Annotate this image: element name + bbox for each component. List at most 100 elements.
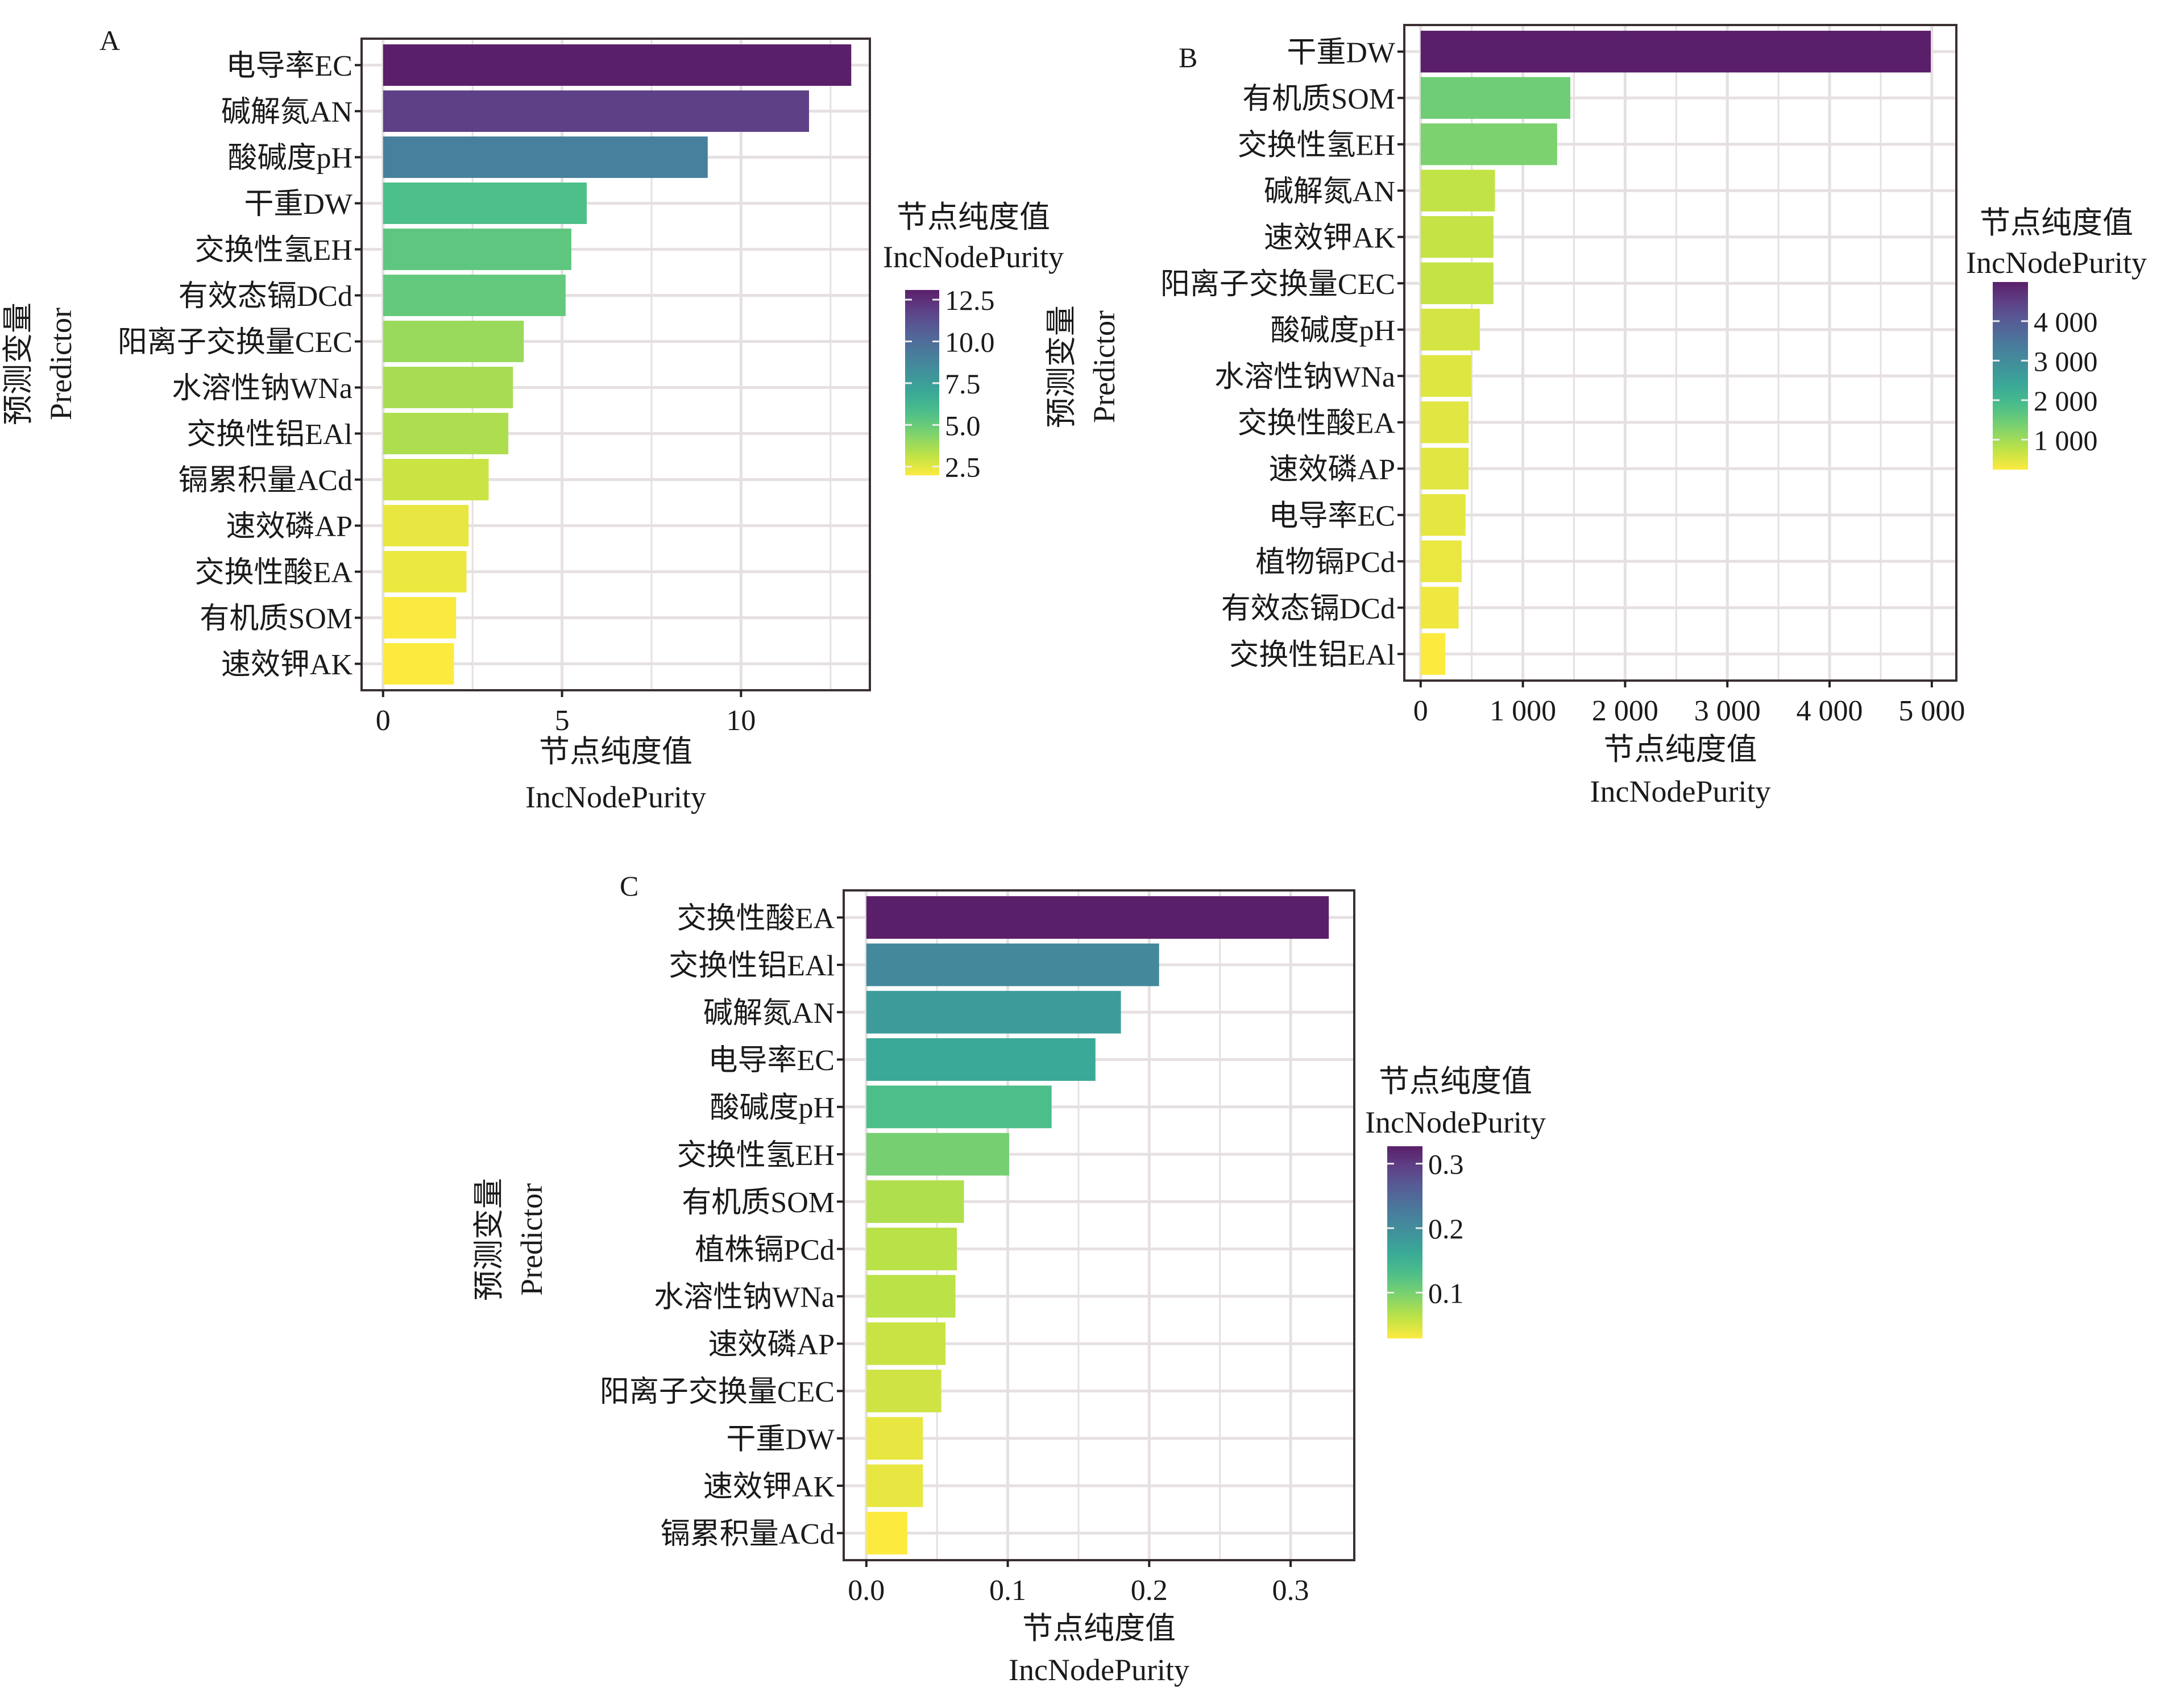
plot-frame xyxy=(360,38,871,691)
bar xyxy=(866,1085,1052,1129)
bar xyxy=(866,1417,923,1460)
x-axis-title: 节点纯度值 IncNodePurity xyxy=(1590,732,1771,809)
bar xyxy=(383,136,708,178)
y-axis-title-en: Predictor xyxy=(1087,310,1121,423)
y-axis-title-cn: 预测变量 xyxy=(1044,305,1079,428)
bar xyxy=(866,1038,1096,1081)
bar xyxy=(1420,216,1494,258)
y-tick-label: 植物镉PCd xyxy=(1255,546,1395,579)
y-tick-label: 交换性铝EAl xyxy=(1229,639,1395,671)
y-tick-label: 交换性氢EH xyxy=(677,1139,835,1172)
bar xyxy=(866,1275,956,1318)
colorbar xyxy=(1993,282,2028,470)
panel-label: C xyxy=(620,870,638,902)
plot-frame xyxy=(843,889,1355,1561)
panel-c: C 交换性酸EA 交换性铝EAl 碱解氮AN 电导率EC 酸碱度pH 交换性氢EH 有机质S… xyxy=(472,870,1546,1687)
colorbar-legend: 节点纯度值 IncNodePurity 2.5 5.0 7.5 10.0 12.5 xyxy=(883,200,1064,483)
x-axis-ticks: 0 5 10 xyxy=(376,690,756,737)
x-tick-label: 0.1 xyxy=(989,1574,1026,1607)
legend-title-en: IncNodePurity xyxy=(1966,246,2147,280)
colorbar-legend: 节点纯度值 IncNodePurity 0.1 0.2 0.3 xyxy=(1365,1064,1546,1338)
x-tick-label: 5 xyxy=(555,704,570,737)
y-tick-label: 干重DW xyxy=(244,188,352,221)
bar xyxy=(383,229,571,270)
bar xyxy=(866,1322,946,1365)
y-tick-label: 碱解氮AN xyxy=(1264,176,1395,208)
y-tick-label: 阳离子交换量CEC xyxy=(600,1376,835,1408)
colorbar-tick-label: 0.3 xyxy=(1428,1149,1464,1180)
x-tick-label: 0 xyxy=(1413,695,1428,727)
y-tick-label: 电导率EC xyxy=(708,1044,835,1077)
y-tick-label: 交换性铝EAl xyxy=(669,950,835,982)
x-tick-label: 3 000 xyxy=(1694,695,1761,727)
x-axis-ticks: 0 1 000 2 000 3 000 4 000 5 000 xyxy=(1413,681,1965,727)
y-axis-title: 预测变量 Predictor xyxy=(472,1178,549,1301)
y-tick-label: 干重DW xyxy=(1287,36,1395,69)
grid xyxy=(844,890,1354,1560)
colorbar-tick-label: 10.0 xyxy=(945,326,995,358)
y-tick-label: 阳离子交换量CEC xyxy=(1160,268,1395,301)
y-axis-title: 预测变量 Predictor xyxy=(1044,305,1121,428)
y-tick-label: 水溶性钠WNa xyxy=(1214,361,1395,393)
y-axis-ticks: 干重DW 有机质SOM 交换性氢EH 碱解氮AN 速效钾AK 阳离子交换量CEC 酸碱度pH… xyxy=(1160,36,1404,671)
colorbar-ticks: 0.1 0.2 0.3 xyxy=(1387,1149,1464,1309)
bar xyxy=(866,1228,957,1271)
y-tick-label: 有机质SOM xyxy=(682,1187,835,1219)
colorbar-tick-label: 5.0 xyxy=(945,409,981,441)
colorbar-legend: 节点纯度值 IncNodePurity 1 000 2 000 3 000 4 000 xyxy=(1966,206,2147,470)
y-tick-label: 交换性铝EAl xyxy=(186,418,352,451)
bar xyxy=(383,44,852,86)
y-tick-label: 电导率EC xyxy=(1269,500,1395,532)
y-axis-ticks: 电导率EC 碱解氮AN 酸碱度pH 干重DW 交换性氢EH 有效态镉DCd 阳离子交换量CE… xyxy=(118,50,362,681)
bar xyxy=(383,183,587,224)
bar xyxy=(383,413,509,454)
legend-title-en: IncNodePurity xyxy=(1365,1105,1546,1139)
legend-title-en: IncNodePurity xyxy=(883,240,1064,274)
y-tick-label: 碱解氮AN xyxy=(221,96,352,128)
y-tick-label: 有效态镉DCd xyxy=(1221,592,1395,625)
x-tick-label: 2 000 xyxy=(1592,695,1658,727)
bar xyxy=(866,1370,942,1412)
colorbar-ticks: 2.5 5.0 7.5 10.0 12.5 xyxy=(905,284,995,483)
colorbar xyxy=(1387,1146,1422,1338)
y-tick-label: 交换性酸EA xyxy=(677,902,835,935)
bar xyxy=(1420,123,1557,165)
y-tick-label: 交换性氢EH xyxy=(1238,129,1395,161)
bar xyxy=(1420,633,1446,675)
panel-label: A xyxy=(99,24,120,56)
grid xyxy=(1404,25,1956,681)
panel-a: A 电导率EC 碱解氮AN 酸碱度pH 干重DW 交换性氢EH 有效态镉DCd 阳离子交换量… xyxy=(1,24,1064,814)
y-tick-label: 酸碱度pH xyxy=(710,1092,835,1125)
x-tick-label: 0.3 xyxy=(1272,1574,1309,1607)
x-tick-label: 10 xyxy=(726,704,756,737)
y-tick-label: 速效磷AP xyxy=(226,511,352,543)
bar xyxy=(383,597,457,639)
y-tick-label: 碱解氮AN xyxy=(703,997,835,1030)
colorbar-tick-label: 7.5 xyxy=(945,368,981,400)
y-tick-label: 有机质SOM xyxy=(200,603,352,635)
bar xyxy=(866,1180,964,1223)
bar xyxy=(866,943,1159,986)
y-tick-label: 镉累积量ACd xyxy=(179,465,352,497)
plot-frame xyxy=(1403,24,1957,682)
colorbar-tick-label: 3 000 xyxy=(2034,345,2098,377)
bars xyxy=(1420,31,1931,675)
y-tick-label: 酸碱度pH xyxy=(1270,314,1395,347)
x-axis-title-en: IncNodePurity xyxy=(525,780,706,814)
colorbar-tick-label: 1 000 xyxy=(2034,424,2098,456)
y-tick-label: 有机质SOM xyxy=(1242,83,1395,115)
x-axis-title-en: IncNodePurity xyxy=(1009,1653,1189,1687)
legend-title-cn: 节点纯度值 xyxy=(897,200,1050,234)
bar xyxy=(1420,494,1466,536)
x-axis-title: 节点纯度值 IncNodePurity xyxy=(525,735,706,814)
y-tick-label: 速效磷AP xyxy=(1269,454,1395,486)
y-tick-label: 水溶性钠WNa xyxy=(654,1282,835,1314)
x-axis-title-cn: 节点纯度值 xyxy=(1022,1611,1176,1645)
bar xyxy=(383,505,469,546)
bar xyxy=(866,1511,907,1554)
panel-b: B 干重DW 有机质SOM 交换性氢EH 碱解氮AN 速效钾AK 阳离子交换量CEC 酸碱度… xyxy=(1044,24,2147,809)
bar xyxy=(1420,587,1459,629)
bar xyxy=(1420,31,1931,73)
bar xyxy=(1420,355,1472,397)
y-tick-label: 水溶性钠WNa xyxy=(172,372,352,405)
